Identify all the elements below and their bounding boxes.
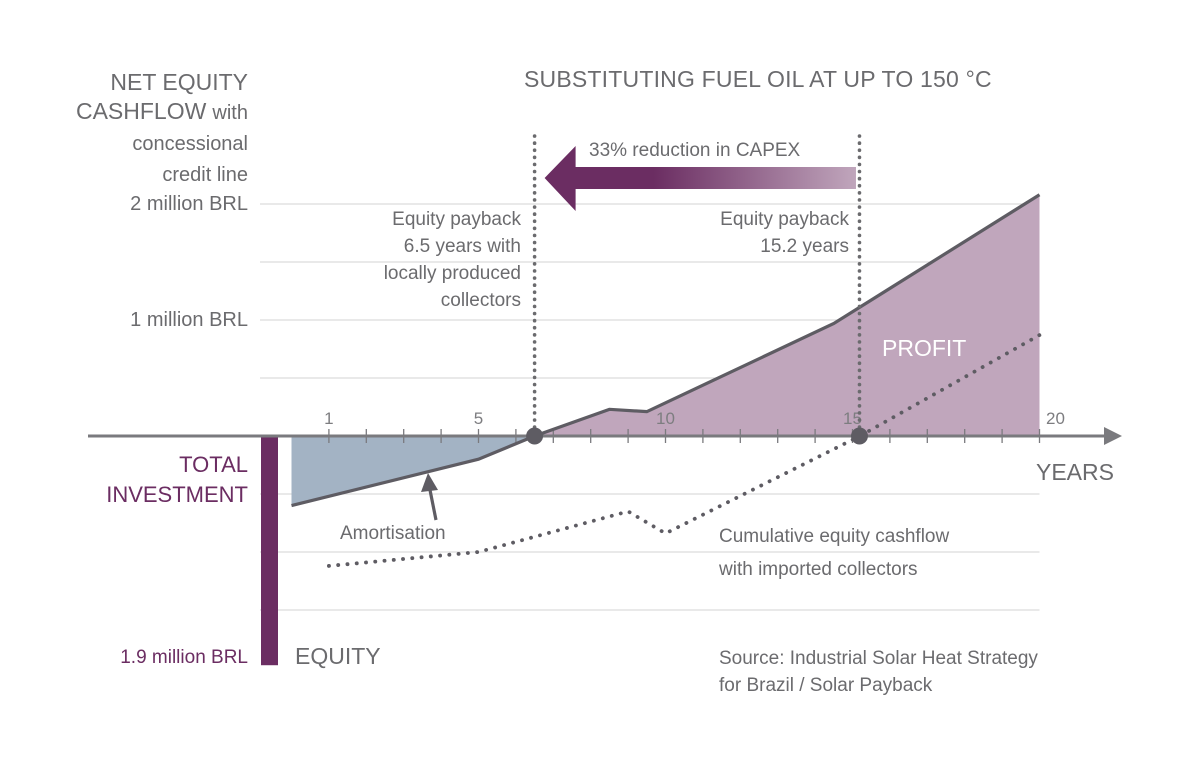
profit-area (534, 194, 1040, 436)
negative-area (291, 436, 535, 506)
payback-imported-line-1: Equity payback (720, 209, 849, 230)
payback-local-line-3: locally produced (383, 263, 521, 284)
source-note: Source: Industrial Solar Heat Strategy f… (719, 645, 1038, 699)
profit-label: PROFIT (882, 335, 967, 361)
series-lines (291, 193, 1042, 568)
capex-reduction-arrow (544, 146, 856, 211)
imported-label-line-2: with imported collectors (719, 559, 918, 580)
x-tick-label: 10 (656, 409, 675, 428)
equity-bar-group (261, 436, 278, 666)
x-tick-label: 1 (324, 409, 333, 428)
payback-point (850, 427, 868, 445)
x-tick-label: 5 (474, 409, 483, 428)
equity-label: EQUITY (295, 643, 381, 669)
payback-label-imported: Equity payback 15.2 years (720, 206, 849, 260)
source-line-1: Source: Industrial Solar Heat Strategy (719, 648, 1038, 669)
y-tick-label-2m: 2 million BRL (130, 193, 248, 215)
total-investment-line-2: INVESTMENT (106, 482, 248, 507)
imported-label-line-1: Cumulative equity cashflow (719, 526, 950, 547)
imported-series-line (326, 333, 1042, 568)
amortisation-pointer-shaft (428, 489, 438, 521)
capex-arrow-label: 33% reduction in CAPEX (589, 140, 801, 161)
x-axis: 1 5 10 15 20 (88, 409, 1122, 445)
y-title-line-4: credit line (162, 164, 248, 186)
y-tick-label-1m: 1 million BRL (130, 309, 248, 331)
x-tick-label: 20 (1046, 409, 1065, 428)
total-investment-label: TOTAL INVESTMENT (106, 450, 248, 510)
x-tick-label: 15 (843, 409, 862, 428)
source-line-2: for Brazil / Solar Payback (719, 675, 933, 696)
gridlines (260, 203, 1040, 611)
imported-series-label: Cumulative equity cashflow with imported… (719, 520, 949, 586)
payback-local-line-1: Equity payback (392, 209, 521, 230)
local-series-line (291, 193, 1041, 508)
y-title-line-2: CASHFLOW (75, 98, 207, 124)
y-axis-title: NET EQUITY CASHFLOW with concessional cr… (76, 68, 248, 190)
y-title-line-1: NET EQUITY (110, 69, 248, 95)
equity-bar (261, 436, 278, 666)
equity-value-label: 1.9 million BRL (120, 647, 248, 668)
capex-arrow-group (544, 146, 856, 211)
amortisation-pointer-head (421, 473, 438, 492)
area-fills (291, 194, 1040, 506)
total-investment-line-1: TOTAL (179, 452, 248, 477)
y-title-line-3: concessional (132, 133, 248, 155)
payback-markers (526, 134, 868, 445)
y-title-line-2b: with (212, 102, 248, 124)
payback-local-line-4: collectors (440, 290, 521, 311)
payback-label-local: Equity payback 6.5 years with locally pr… (384, 206, 521, 314)
x-axis-title: YEARS (1036, 459, 1114, 485)
x-axis-arrowhead (1104, 427, 1122, 445)
payback-point (526, 427, 544, 445)
chart-title: SUBSTITUTING FUEL OIL AT UP TO 150 °C (524, 66, 992, 92)
amortisation-label: Amortisation (340, 523, 446, 544)
payback-imported-line-2: 15.2 years (760, 236, 849, 257)
payback-local-line-2: 6.5 years with (403, 236, 521, 257)
